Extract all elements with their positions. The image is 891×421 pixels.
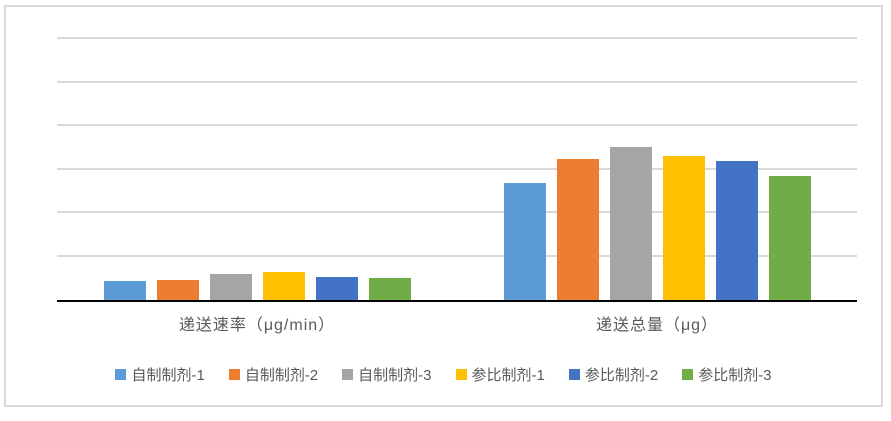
legend-item-自制制剂-3: 自制制剂-3 — [342, 364, 432, 385]
gridline — [57, 211, 857, 213]
category-label-0: 递送速率（μg/min） — [178, 317, 336, 334]
legend-item-参比制剂-3: 参比制剂-3 — [682, 364, 772, 385]
gridline — [57, 167, 857, 170]
legend-label: 参比制剂-3 — [698, 367, 772, 384]
legend-label: 参比制剂-1 — [471, 367, 545, 384]
legend-swatch-icon — [568, 369, 580, 380]
legend-label: 自制制剂-2 — [244, 367, 319, 384]
legend-swatch-icon — [455, 369, 467, 380]
legend: 自制制剂-1 自制制剂-2 自制制剂-3 参比制剂-1 参比制剂-2 参比制剂-3 — [6, 364, 881, 385]
legend-swatch-icon — [682, 369, 694, 380]
bar-自制制剂-3 — [209, 273, 252, 300]
legend-item-参比制剂-2: 参比制剂-2 — [568, 364, 659, 385]
gridline — [57, 254, 857, 257]
legend-item-参比制剂-1: 参比制剂-1 — [455, 364, 545, 385]
bar-自制制剂-3 — [609, 146, 652, 300]
legend-label: 参比制剂-2 — [584, 367, 659, 384]
bar-参比制剂-2 — [315, 276, 358, 300]
category-axis-labels: 递送速率（μg/min） 递送总量（μg） — [57, 311, 857, 335]
gridline — [57, 80, 857, 83]
chart-frame: 递送速率（μg/min） 递送总量（μg） 自制制剂-1 自制制剂-2 自制制剂-3 参… — [4, 5, 883, 407]
legend-item-自制制剂-1: 自制制剂-1 — [115, 364, 205, 385]
bar-自制制剂-1 — [103, 280, 146, 300]
category-label-1: 递送总量（μg） — [595, 317, 719, 334]
legend-label: 自制制剂-1 — [131, 367, 205, 384]
plot-area — [57, 37, 857, 302]
bar-参比制剂-1 — [662, 156, 705, 300]
legend-swatch-icon — [115, 369, 127, 380]
bar-自制制剂-1 — [503, 183, 546, 300]
bar-参比制剂-2 — [715, 160, 758, 300]
legend-swatch-icon — [342, 369, 354, 380]
bar-groups — [57, 39, 857, 300]
legend-label: 自制制剂-3 — [358, 367, 432, 384]
gridline — [57, 37, 857, 39]
legend-swatch-icon — [228, 369, 240, 380]
bar-自制制剂-2 — [156, 280, 199, 300]
bar-参比制剂-3 — [368, 277, 411, 300]
bar-参比制剂-1 — [262, 272, 305, 300]
bar-group-1 — [457, 39, 857, 300]
gridline — [57, 124, 857, 126]
legend-item-自制制剂-2: 自制制剂-2 — [228, 364, 319, 385]
bar-group-0 — [57, 39, 457, 300]
bar-参比制剂-3 — [768, 176, 811, 300]
bar-自制制剂-2 — [556, 159, 599, 300]
